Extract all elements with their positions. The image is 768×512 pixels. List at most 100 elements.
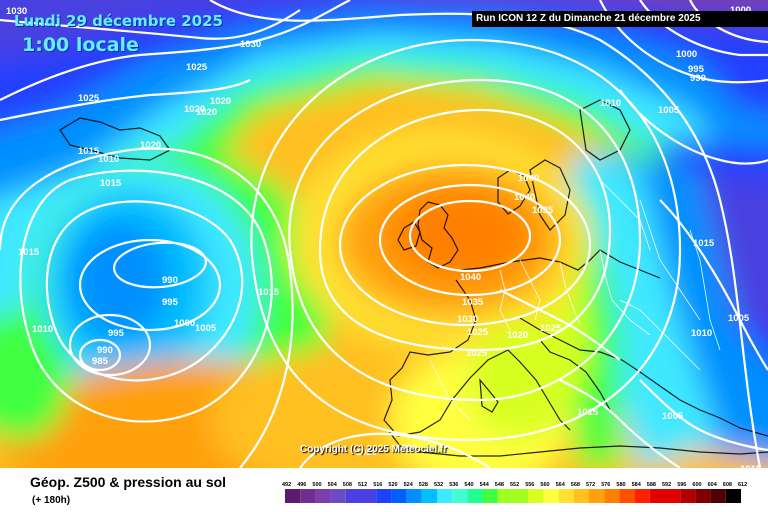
lead-time: (+ 180h) xyxy=(32,495,71,506)
color-scale: 492 496 500 504 508 512 516 520 524 528 532 536 540 5… xyxy=(282,482,747,503)
isobar-label: 1025 xyxy=(540,323,562,334)
scale-swatch xyxy=(376,489,392,503)
isobar-labels: 1030103010251025102010201020102010151010… xyxy=(6,5,762,468)
isobar-label: 1015 xyxy=(18,247,40,258)
isobar-label: 1020 xyxy=(396,443,417,454)
scale-swatch xyxy=(680,489,696,503)
scale-swatch xyxy=(330,489,346,503)
scale-tick-label: 604 xyxy=(708,482,718,488)
isobar-label: 1010 xyxy=(600,98,621,109)
scale-tick-label: 560 xyxy=(540,482,549,488)
scale-tick-label: 552 xyxy=(510,482,519,488)
isobar-label: 1030 xyxy=(6,6,27,17)
scale-tick-label: 580 xyxy=(616,482,625,488)
scale-tick-label: 540 xyxy=(464,482,473,488)
scale-swatch xyxy=(315,489,331,503)
scale-swatch xyxy=(467,489,483,503)
scale-tick-label: 500 xyxy=(312,482,321,488)
scale-swatch xyxy=(513,489,529,503)
scale-swatch xyxy=(361,489,377,503)
isobars xyxy=(0,0,768,468)
forecast-local-time: 1:00 locale xyxy=(22,34,139,56)
weather-map: 1030 1030 1025 1025 1020 1020 1020 1020 1015 1010… xyxy=(0,0,768,468)
scale-swatch xyxy=(543,489,559,503)
isobar-label: 990 xyxy=(97,345,113,356)
isobar-label: 1015 xyxy=(100,178,122,189)
isobar-label: 1005 xyxy=(728,313,750,324)
isobar-label: 1000 xyxy=(730,5,751,16)
isobar-label: 1040 xyxy=(460,272,481,283)
isobar-label: 1010 xyxy=(32,324,53,335)
isobar-label: 990 xyxy=(690,73,706,84)
isobar-label: 1030 xyxy=(457,314,478,325)
scale-swatch xyxy=(437,489,453,503)
isobar-label: 1025 xyxy=(186,62,208,73)
scale-swatch xyxy=(482,489,498,503)
scale-swatch xyxy=(604,489,620,503)
scale-tick-label: 576 xyxy=(601,482,610,488)
scale-swatch xyxy=(589,489,605,503)
model-run-info: Run ICON 12 Z du Dimanche 21 décembre 20… xyxy=(472,11,768,27)
isobar-label: 1035 xyxy=(462,297,484,308)
scale-swatch xyxy=(665,489,681,503)
isobar-label: 1020 xyxy=(507,330,528,341)
scale-swatch xyxy=(634,489,650,503)
parameter-title: Géop. Z500 & pression au sol xyxy=(30,474,227,490)
isobar-label: 1020 xyxy=(196,107,217,118)
scale-tick-label: 608 xyxy=(723,482,732,488)
scale-swatch xyxy=(528,489,544,503)
scale-tick-label: 536 xyxy=(449,482,458,488)
scale-swatch xyxy=(406,489,422,503)
scale-tick-label: 528 xyxy=(419,482,428,488)
isobar-label: 1035 xyxy=(532,205,554,216)
isobar-label: 1015 xyxy=(577,407,599,418)
scale-swatch xyxy=(391,489,407,503)
scale-tick-label: 524 xyxy=(404,482,414,488)
scale-swatch xyxy=(421,489,437,503)
scale-swatch xyxy=(725,489,741,503)
isobar-label: 985 xyxy=(92,356,109,367)
scale-tick-label: 572 xyxy=(586,482,595,488)
scale-swatch xyxy=(345,489,361,503)
scale-tick-label: 504 xyxy=(328,482,338,488)
isobar-label: 1025 xyxy=(466,348,488,359)
scale-tick-label: 532 xyxy=(434,482,443,488)
scale-swatch xyxy=(649,489,665,503)
isobar-label: 1015 xyxy=(740,464,762,468)
scale-tick-label: 568 xyxy=(571,482,580,488)
scale-tick-label: 548 xyxy=(495,482,504,488)
isobar-label: 1005 xyxy=(195,323,217,334)
scale-tick-label: 588 xyxy=(647,482,656,488)
scale-swatch xyxy=(452,489,468,503)
isobar-label: 1000 xyxy=(676,49,697,60)
isobar-label: 1025 xyxy=(78,93,100,104)
scale-swatch xyxy=(573,489,589,503)
scale-tick-label: 520 xyxy=(388,482,397,488)
scale-tick-label: 492 xyxy=(282,482,291,488)
scale-tick-label: 600 xyxy=(692,482,701,488)
isobar-label: 995 xyxy=(162,297,179,308)
isobar-label: 995 xyxy=(108,328,125,339)
coastlines xyxy=(59,99,768,457)
scale-tick-label: 556 xyxy=(525,482,534,488)
scale-swatch xyxy=(558,489,574,503)
isobar-label: 1015 xyxy=(78,146,100,157)
forecast-date: Lundi 29 décembre 2025 xyxy=(14,12,223,30)
isobar-label: 1020 xyxy=(356,447,377,458)
isobar-label: 1005 xyxy=(662,411,684,422)
copyright-notice: Copyright (C) 2025 Meteociel.fr xyxy=(300,444,448,455)
isobar-label: 1010 xyxy=(98,154,119,165)
isobar-label: 1005 xyxy=(658,105,680,116)
scale-swatch xyxy=(695,489,711,503)
isobar-label: 1015 xyxy=(693,238,715,249)
scale-tick-label: 612 xyxy=(738,482,747,488)
isobar-label: 1010 xyxy=(691,328,712,339)
scale-tick-label: 544 xyxy=(480,482,490,488)
scale-swatch xyxy=(285,489,301,503)
isobar-label: 990 xyxy=(162,275,178,286)
isobar-label: 1030 xyxy=(240,39,261,50)
scale-tick-label: 516 xyxy=(373,482,382,488)
scale-tick-label: 584 xyxy=(632,482,642,488)
geopotential-field xyxy=(0,0,768,468)
legend-footer: Géop. Z500 & pression au sol (+ 180h) 49… xyxy=(0,468,768,512)
